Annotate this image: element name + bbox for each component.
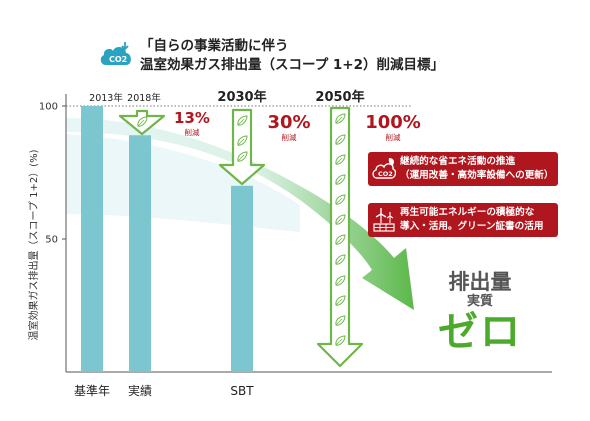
bar-1 <box>81 106 103 372</box>
leaf-vein <box>335 157 343 165</box>
leaf-icon <box>237 151 248 162</box>
reduction-value: 13% <box>174 109 210 127</box>
reduction-label: 削減 <box>282 132 297 142</box>
leaf-vein <box>335 298 343 306</box>
leaf-vein <box>335 237 343 245</box>
callout-renewable-energy: 再生可能エネルギーの積極的な 導入・活用。グリーン証書の活用 <box>368 203 558 237</box>
chart-title: 「自らの事業活動に伴う 温室効果ガス排出量（スコープ 1+2）削減目標」 <box>140 37 444 75</box>
leaf-icon <box>335 194 346 205</box>
arrow-2030 <box>218 108 266 186</box>
callout-1-line-1: 継続的な省エネ活動の推進 <box>400 156 516 167</box>
callout-2-line-1: 再生可能エネルギーの積極的な <box>400 207 535 218</box>
leaf-icon <box>335 335 346 346</box>
wind-solar-icon <box>373 208 395 232</box>
leaf-vein <box>335 177 343 185</box>
leaf-icon <box>335 113 346 124</box>
y-tick-label: 50 <box>45 235 58 246</box>
leaf-icon <box>237 115 248 126</box>
reduction-label: 削減 <box>386 132 401 142</box>
arrow-2018 <box>118 109 166 136</box>
leaf-vein <box>335 197 343 205</box>
leaf-vein <box>335 318 343 326</box>
arrow-2050-shape <box>316 106 364 368</box>
y-tick-label: 100 <box>39 102 58 113</box>
leaf-icon <box>137 116 148 127</box>
leaf-vein <box>137 119 145 127</box>
leaf-vein <box>335 116 343 124</box>
callout-1-line-2: （運用改善・高効率設備への更新） <box>400 170 554 181</box>
goal-line-1: 排出量 <box>448 270 512 294</box>
y-axis-label: 温室効果ガス排出量（スコープ 1+2）(%) <box>27 149 40 340</box>
leaf-icon <box>335 275 346 286</box>
year-label: 2013年 <box>89 92 123 104</box>
goal-line-2: 実質 <box>466 294 493 309</box>
leaf-vein <box>237 154 245 162</box>
year-label: 2018年 <box>127 92 161 104</box>
bars <box>81 106 253 372</box>
co2-leaf-icon: CO2 <box>372 158 396 179</box>
leaf-icon <box>237 135 248 146</box>
net-zero-goal: 排出量 実質 ゼロ <box>420 270 540 354</box>
x-tick-label: 基準年 <box>74 383 110 398</box>
x-tick-label: 実績 <box>128 383 152 398</box>
co2-cloud-icon: CO2 <box>100 42 131 65</box>
title-line-2: 温室効果ガス排出量（スコープ 1+2）削減目標」 <box>140 57 444 73</box>
leaf-vein <box>335 257 343 265</box>
leaf-icon <box>335 134 346 145</box>
svg-text:CO2: CO2 <box>378 170 393 178</box>
x-tick-label: SBT <box>230 384 254 398</box>
callout-energy-saving: CO2 継続的な省エネ活動の推進 （運用改善・高効率設備への更新） <box>368 152 558 186</box>
leaf-icon <box>335 295 346 306</box>
reduction-label: 削減 <box>185 127 200 137</box>
callout-2-line-2: 導入・活用。グリーン証書の活用 <box>400 221 544 232</box>
reduction-value: 100% <box>365 112 421 133</box>
leaf-icon <box>335 315 346 326</box>
leaf-vein <box>237 118 245 126</box>
bar-2 <box>129 135 151 372</box>
leaf-vein <box>335 278 343 286</box>
reduction-value: 30% <box>267 112 310 133</box>
leaf-vein <box>237 138 245 146</box>
title-line-1: 「自らの事業活動に伴う <box>140 38 289 54</box>
leaf-icon <box>335 254 346 265</box>
co2-icon-text: CO2 <box>109 55 127 64</box>
bar-3 <box>231 185 253 372</box>
arrow-2030-shape <box>218 108 266 186</box>
leaf-vein <box>335 137 343 145</box>
leaf-icon <box>335 234 346 245</box>
target-arrows <box>118 106 364 368</box>
leaf-vein <box>335 217 343 225</box>
leaf-icon <box>335 214 346 225</box>
goal-line-3: ゼロ <box>438 309 522 355</box>
year-label: 2050年 <box>315 89 364 105</box>
leaf-icon <box>335 174 346 185</box>
arrow-2050 <box>316 106 364 368</box>
year-label: 2030年 <box>217 89 266 105</box>
leaf-icon <box>335 154 346 165</box>
leaf-vein <box>335 338 343 346</box>
